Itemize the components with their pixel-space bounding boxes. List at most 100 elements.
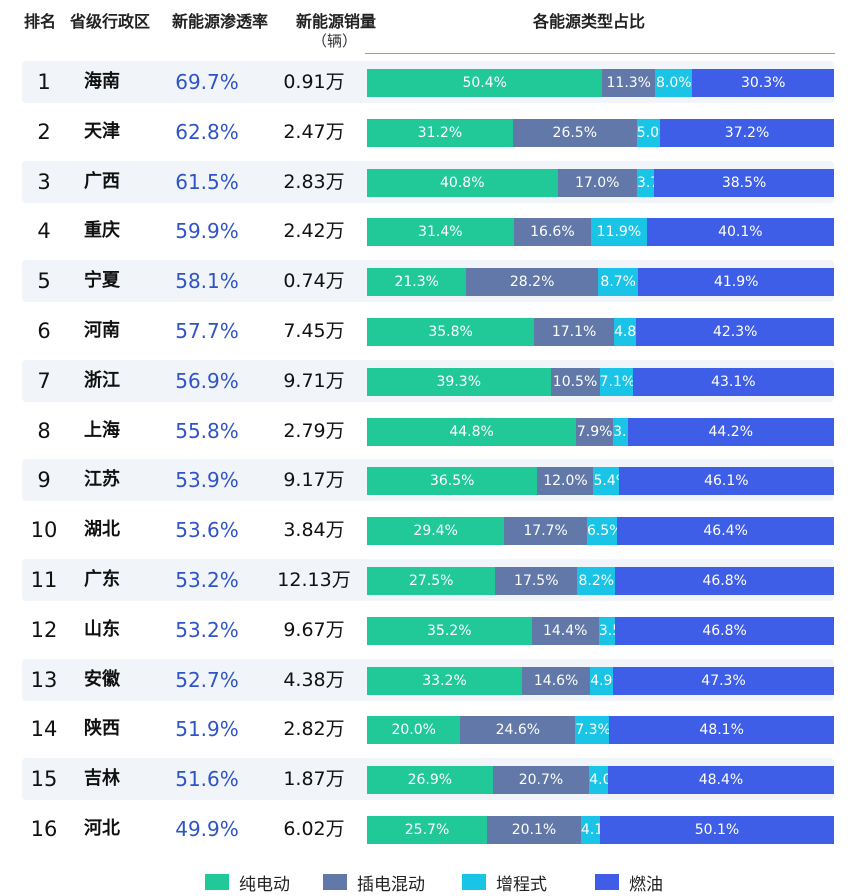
penetration-cell: 62.8% bbox=[175, 119, 239, 144]
segment-fuel: 47.3% bbox=[613, 666, 834, 695]
header-sales: 新能源销量 bbox=[296, 12, 377, 31]
segment-erev: 3.1% bbox=[613, 417, 649, 446]
penetration-cell: 53.6% bbox=[175, 518, 239, 543]
segment-phev: 17.1% bbox=[534, 318, 615, 346]
table-row: 11 广东 53.2% 12.13万 27.5% 17.5% 8.2% 46.8% bbox=[22, 559, 834, 601]
segment-phev: 17.5% bbox=[495, 567, 578, 595]
share-bar: 26.9%20.7%4.0%48.4% bbox=[367, 766, 834, 795]
segment-fuel: 46.8% bbox=[615, 616, 834, 645]
share-bar: 29.4% 17.7% 6.5% 46.4% bbox=[367, 517, 834, 546]
province-cell: 上海 bbox=[84, 419, 120, 441]
sales-cell: 1.87万 bbox=[283, 768, 345, 791]
rank-cell: 9 bbox=[37, 468, 51, 493]
province-cell: 安徽 bbox=[84, 668, 120, 690]
segment-fuel: 48.4% bbox=[607, 766, 834, 795]
header-divider bbox=[365, 53, 835, 54]
rank-cell: 14 bbox=[30, 717, 58, 742]
segment-fuel: 50.1% bbox=[600, 816, 834, 844]
province-cell: 广东 bbox=[84, 569, 120, 590]
segment-bev: 35.8% bbox=[367, 318, 535, 346]
legend-swatch-phev bbox=[323, 874, 347, 890]
table-row: 16 河北 49.9% 6.02万 25.7% 20.1% 4.1% 50.1% bbox=[22, 808, 834, 850]
table-row: 8 上海 55.8% 2.79万 44.8%7.9%3.1%44.2% bbox=[22, 409, 834, 452]
rank-cell: 11 bbox=[30, 568, 58, 592]
segment-erev: 3.5% bbox=[598, 616, 634, 645]
segment-bev: 31.2% bbox=[367, 118, 513, 147]
segment-fuel: 46.8% bbox=[615, 567, 834, 595]
penetration-cell: 69.7% bbox=[175, 70, 239, 94]
province-cell: 河南 bbox=[84, 320, 120, 341]
segment-bev: 25.7% bbox=[367, 816, 488, 844]
share-bar: 39.3% 10.5% 7.1% 43.1% bbox=[367, 367, 834, 396]
share-bar: 21.3% 28.2% 8.7% 41.9% bbox=[367, 268, 834, 297]
penetration-cell: 53.2% bbox=[175, 568, 239, 592]
legend-swatch-bev bbox=[205, 874, 229, 890]
segment-bev: 29.4% bbox=[367, 517, 505, 546]
table-row: 6 河南 57.7% 7.45万 35.8% 17.1% 4.8% 42.3% bbox=[22, 310, 834, 352]
share-bar: 50.4% 11.3% 8.0% 30.3% bbox=[367, 69, 834, 97]
rank-cell: 12 bbox=[30, 617, 58, 642]
table-row: 10 湖北 53.6% 3.84万 29.4% 17.7% 6.5% 46.4% bbox=[22, 509, 834, 552]
share-bar: 40.8%17.0%3.7%38.5% bbox=[367, 168, 834, 197]
penetration-cell: 55.8% bbox=[175, 418, 239, 443]
rank-cell: 3 bbox=[37, 169, 51, 194]
province-cell: 天津 bbox=[84, 120, 120, 142]
province-cell: 浙江 bbox=[84, 369, 120, 391]
legend-label-fuel: 燃油 bbox=[629, 874, 663, 895]
legend-label-bev: 纯电动 bbox=[239, 874, 290, 895]
segment-erev: 4.1% bbox=[580, 816, 616, 844]
sales-cell: 9.71万 bbox=[283, 369, 345, 392]
table-row: 7 浙江 56.9% 9.71万 39.3% 10.5% 7.1% 43.1% bbox=[22, 359, 834, 402]
segment-fuel: 41.9% bbox=[638, 268, 834, 297]
rank-cell: 10 bbox=[30, 518, 58, 543]
segment-erev: 7.1% bbox=[599, 367, 635, 396]
segment-phev: 17.7% bbox=[504, 517, 587, 546]
segment-fuel: 43.1% bbox=[632, 367, 834, 396]
legend-item-fuel: 燃油 bbox=[595, 872, 663, 895]
sales-cell: 3.84万 bbox=[283, 519, 345, 542]
segment-fuel: 38.5% bbox=[654, 168, 834, 197]
segment-bev: 31.4% bbox=[367, 218, 514, 247]
segment-erev: 3.7% bbox=[636, 168, 672, 197]
table-row: 2 天津 62.8% 2.47万 31.2% 26.5% 5.0% 37.2% bbox=[22, 110, 834, 153]
province-cell: 吉林 bbox=[84, 768, 120, 790]
segment-phev: 20.7% bbox=[492, 766, 590, 795]
rank-cell: 1 bbox=[37, 70, 51, 94]
sales-cell: 9.67万 bbox=[283, 618, 345, 641]
sales-cell: 2.82万 bbox=[283, 718, 345, 741]
header-rank: 排名 bbox=[24, 12, 57, 31]
legend-label-erev: 增程式 bbox=[496, 874, 547, 895]
legend-swatch-erev bbox=[462, 874, 486, 890]
sales-cell: 0.91万 bbox=[283, 71, 345, 93]
share-bar: 35.2%14.4%3.5%46.8% bbox=[367, 616, 834, 645]
share-bar: 25.7% 20.1% 4.1% 50.1% bbox=[367, 816, 834, 844]
table-row: 1 海南 69.7% 0.91万 50.4% 11.3% 8.0% 30.3% bbox=[22, 61, 834, 103]
segment-erev: 11.9% bbox=[591, 218, 647, 247]
sales-cell: 2.83万 bbox=[283, 170, 345, 193]
legend: 纯电动 插电混动 增程式 燃油 bbox=[0, 866, 852, 896]
segment-fuel: 44.2% bbox=[627, 417, 834, 446]
segment-bev: 50.4% bbox=[367, 69, 603, 97]
header-province: 省级行政区 bbox=[70, 12, 151, 31]
share-bar: 27.5% 17.5% 8.2% 46.8% bbox=[367, 567, 834, 595]
legend-item-phev: 插电混动 bbox=[323, 872, 425, 895]
segment-erev: 8.7% bbox=[597, 268, 639, 297]
table-row: 15 吉林 51.6% 1.87万 26.9%20.7%4.0%48.4% bbox=[22, 758, 834, 801]
province-cell: 江苏 bbox=[84, 469, 120, 491]
segment-fuel: 46.1% bbox=[618, 467, 834, 496]
province-cell: 重庆 bbox=[84, 220, 120, 242]
province-cell: 广西 bbox=[84, 170, 120, 192]
table-row: 14 陕西 51.9% 2.82万 20.0% 24.6% 7.3% 48.1% bbox=[22, 708, 834, 751]
segment-fuel: 30.3% bbox=[692, 69, 834, 97]
segment-fuel: 46.4% bbox=[617, 517, 834, 546]
table-row: 3 广西 61.5% 2.83万 40.8%17.0%3.7%38.5% bbox=[22, 160, 834, 203]
penetration-cell: 57.7% bbox=[175, 319, 239, 343]
rank-cell: 8 bbox=[37, 418, 51, 443]
province-cell: 海南 bbox=[84, 71, 120, 92]
rank-cell: 7 bbox=[37, 368, 51, 393]
share-bar: 31.4% 16.6% 11.9% 40.1% bbox=[367, 218, 834, 247]
segment-phev: 10.5% bbox=[550, 367, 600, 396]
segment-bev: 20.0% bbox=[367, 716, 461, 745]
rank-cell: 15 bbox=[30, 767, 58, 792]
segment-bev: 26.9% bbox=[367, 766, 493, 795]
